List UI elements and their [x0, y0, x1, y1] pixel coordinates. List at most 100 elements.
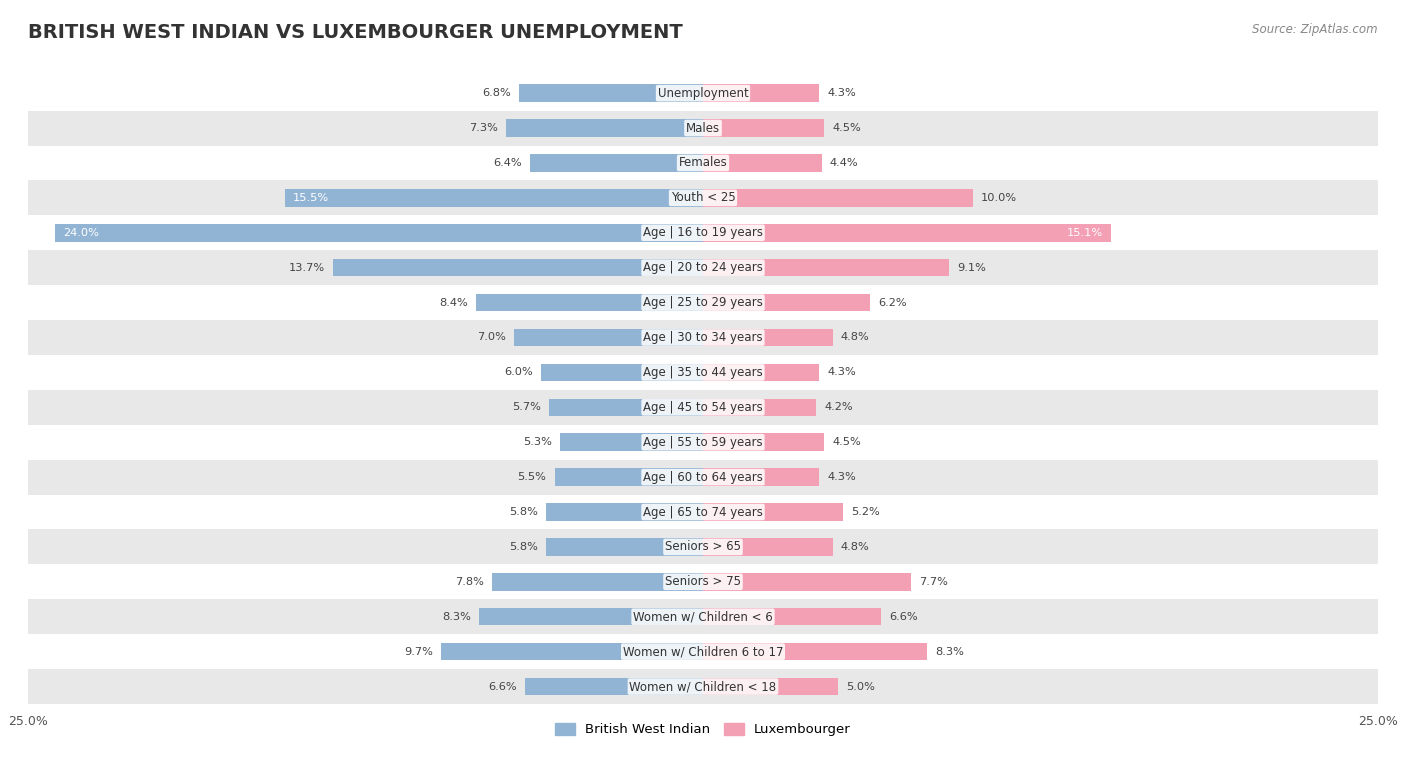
Bar — [28, 425, 1378, 459]
Bar — [703, 120, 824, 137]
Text: 4.3%: 4.3% — [827, 472, 856, 482]
Bar — [28, 180, 1378, 215]
Text: 7.0%: 7.0% — [477, 332, 506, 342]
Text: 5.8%: 5.8% — [509, 542, 538, 552]
Bar — [28, 320, 1378, 355]
Text: BRITISH WEST INDIAN VS LUXEMBOURGER UNEMPLOYMENT: BRITISH WEST INDIAN VS LUXEMBOURGER UNEM… — [28, 23, 683, 42]
Bar — [547, 538, 703, 556]
Bar — [703, 608, 882, 625]
Text: 4.3%: 4.3% — [827, 367, 856, 378]
Text: Females: Females — [679, 157, 727, 170]
Bar — [28, 145, 1378, 180]
Bar — [492, 573, 703, 590]
Text: Age | 55 to 59 years: Age | 55 to 59 years — [643, 436, 763, 449]
Bar — [28, 494, 1378, 529]
Bar — [477, 294, 703, 311]
Text: 7.8%: 7.8% — [456, 577, 484, 587]
Bar — [703, 503, 844, 521]
Bar — [28, 111, 1378, 145]
Bar — [703, 469, 820, 486]
Bar — [519, 85, 703, 102]
Bar — [28, 634, 1378, 669]
Text: 8.3%: 8.3% — [935, 646, 965, 656]
Bar — [703, 329, 832, 346]
Text: 4.8%: 4.8% — [841, 332, 869, 342]
Text: 15.5%: 15.5% — [292, 193, 329, 203]
Text: 5.8%: 5.8% — [509, 507, 538, 517]
Text: 6.6%: 6.6% — [889, 612, 918, 621]
Bar — [703, 434, 824, 451]
Bar — [703, 399, 817, 416]
Text: Seniors > 65: Seniors > 65 — [665, 540, 741, 553]
Bar — [524, 678, 703, 695]
Bar — [703, 85, 820, 102]
Text: Age | 20 to 24 years: Age | 20 to 24 years — [643, 261, 763, 274]
Bar — [28, 600, 1378, 634]
Text: 4.3%: 4.3% — [827, 88, 856, 98]
Text: 15.1%: 15.1% — [1066, 228, 1102, 238]
Bar — [506, 120, 703, 137]
Text: 24.0%: 24.0% — [63, 228, 98, 238]
Bar — [28, 669, 1378, 704]
Text: Source: ZipAtlas.com: Source: ZipAtlas.com — [1253, 23, 1378, 36]
Bar — [554, 469, 703, 486]
Text: Seniors > 75: Seniors > 75 — [665, 575, 741, 588]
Text: 6.6%: 6.6% — [488, 681, 517, 692]
Bar — [560, 434, 703, 451]
Bar — [515, 329, 703, 346]
Bar — [479, 608, 703, 625]
Text: 5.5%: 5.5% — [517, 472, 547, 482]
Bar — [28, 285, 1378, 320]
Bar — [28, 355, 1378, 390]
Bar — [550, 399, 703, 416]
Bar — [28, 459, 1378, 494]
Bar — [28, 76, 1378, 111]
Text: 4.5%: 4.5% — [832, 123, 862, 133]
Text: 8.4%: 8.4% — [440, 298, 468, 307]
Bar — [541, 363, 703, 381]
Text: 6.0%: 6.0% — [505, 367, 533, 378]
Text: Age | 45 to 54 years: Age | 45 to 54 years — [643, 400, 763, 414]
Text: 9.7%: 9.7% — [404, 646, 433, 656]
Bar — [703, 643, 927, 660]
Bar — [703, 189, 973, 207]
Text: Women w/ Children < 18: Women w/ Children < 18 — [630, 680, 776, 693]
Bar — [703, 154, 821, 172]
Bar — [703, 363, 820, 381]
Text: Age | 35 to 44 years: Age | 35 to 44 years — [643, 366, 763, 379]
Bar — [28, 529, 1378, 565]
Bar — [284, 189, 703, 207]
Text: 6.8%: 6.8% — [482, 88, 512, 98]
Text: Women w/ Children < 6: Women w/ Children < 6 — [633, 610, 773, 623]
Text: 6.2%: 6.2% — [879, 298, 907, 307]
Text: 4.4%: 4.4% — [830, 158, 859, 168]
Bar — [441, 643, 703, 660]
Bar — [703, 294, 870, 311]
Legend: British West Indian, Luxembourger: British West Indian, Luxembourger — [550, 718, 856, 741]
Bar — [28, 390, 1378, 425]
Text: Age | 16 to 19 years: Age | 16 to 19 years — [643, 226, 763, 239]
Text: 4.8%: 4.8% — [841, 542, 869, 552]
Text: Age | 60 to 64 years: Age | 60 to 64 years — [643, 471, 763, 484]
Bar — [703, 224, 1111, 241]
Bar — [703, 573, 911, 590]
Text: Women w/ Children 6 to 17: Women w/ Children 6 to 17 — [623, 645, 783, 658]
Bar — [530, 154, 703, 172]
Text: 5.7%: 5.7% — [512, 402, 541, 413]
Bar — [28, 565, 1378, 600]
Text: 5.0%: 5.0% — [846, 681, 875, 692]
Text: 4.2%: 4.2% — [824, 402, 853, 413]
Text: 5.2%: 5.2% — [852, 507, 880, 517]
Text: 4.5%: 4.5% — [832, 438, 862, 447]
Bar — [28, 251, 1378, 285]
Bar — [703, 678, 838, 695]
Text: 7.3%: 7.3% — [470, 123, 498, 133]
Bar — [547, 503, 703, 521]
Bar — [333, 259, 703, 276]
Text: 8.3%: 8.3% — [441, 612, 471, 621]
Text: Youth < 25: Youth < 25 — [671, 192, 735, 204]
Text: 6.4%: 6.4% — [494, 158, 522, 168]
Text: 7.7%: 7.7% — [920, 577, 948, 587]
Text: Age | 25 to 29 years: Age | 25 to 29 years — [643, 296, 763, 309]
Text: 5.3%: 5.3% — [523, 438, 551, 447]
